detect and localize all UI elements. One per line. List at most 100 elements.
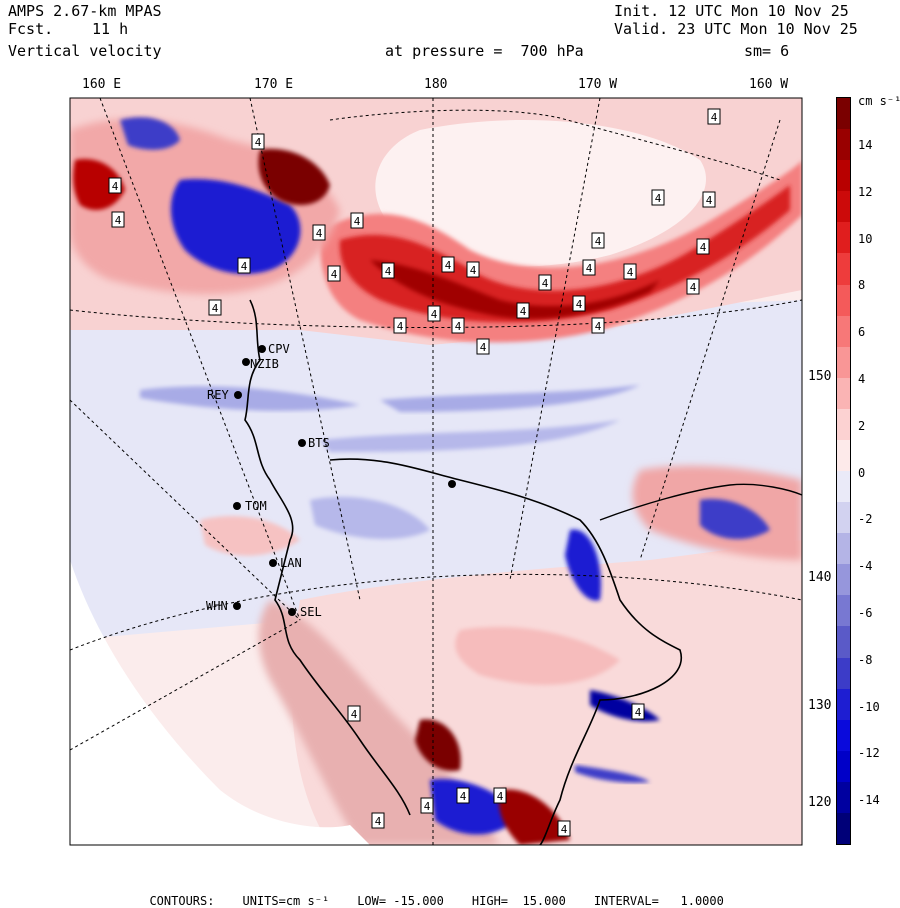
colorbar-segment xyxy=(837,253,850,285)
colorbar-segment xyxy=(837,657,850,690)
forecast-label: Fcst. xyxy=(8,20,54,38)
variable-name: Vertical velocity xyxy=(8,42,162,60)
contour-label-text: 4 xyxy=(455,320,462,333)
colorbar-tick-label: 4 xyxy=(858,372,866,386)
contour-label-text: 4 xyxy=(112,180,119,193)
station-whn: WHN xyxy=(206,599,241,613)
contour-label-text: 4 xyxy=(595,320,602,333)
colorbar-tick-label: -14 xyxy=(858,793,880,808)
updraft-low-1 xyxy=(415,719,461,771)
contour-label: 4 xyxy=(427,305,441,322)
colorbar-segment xyxy=(837,439,850,472)
contour-label: 4 xyxy=(371,812,385,829)
contour-label-text: 4 xyxy=(385,265,392,278)
contour-label-text: 4 xyxy=(520,305,527,318)
contour-label-text: 4 xyxy=(627,266,634,279)
forecast-hours: 11 h xyxy=(92,20,129,38)
colorbar-segment xyxy=(837,408,850,441)
station-label-sel: SEL xyxy=(300,605,322,619)
coastline-east xyxy=(599,483,802,521)
contour-label: 4 xyxy=(466,261,480,278)
contour-label-text: 4 xyxy=(542,277,549,290)
station-label-bts: BTS xyxy=(308,436,330,450)
station-label-nzib: NZIB xyxy=(250,357,279,371)
contour-label: 4 xyxy=(312,224,326,241)
contour-label: 4 xyxy=(237,257,251,274)
contour-label: 4 xyxy=(381,262,395,279)
lon-label-160e: 160 E xyxy=(82,77,122,92)
graticule xyxy=(70,98,802,845)
map-frame xyxy=(69,97,803,846)
blue-patch-1 xyxy=(310,496,430,540)
inner-pale-area xyxy=(375,120,706,267)
contour-label: 4 xyxy=(686,278,700,295)
colorbar-segment xyxy=(837,533,850,565)
contour-label-text: 4 xyxy=(375,815,382,828)
footer-low: LOW= -15.000 xyxy=(357,894,444,908)
contour-label-text: 4 xyxy=(635,706,642,719)
colorbar-segment xyxy=(837,284,850,317)
footer-contours: CONTOURS: xyxy=(149,894,215,908)
model-title: AMPS 2.67-km MPAS xyxy=(8,2,162,20)
contour-label-text: 4 xyxy=(431,308,438,321)
contour-label: 4 xyxy=(476,338,490,355)
colorbar xyxy=(836,97,851,845)
station-label-lan: LAN xyxy=(280,556,302,570)
streak-2 xyxy=(380,385,640,412)
station-nzib: NZIB xyxy=(242,357,279,371)
colorbar-tick-label: 12 xyxy=(858,184,873,199)
colorbar-segment xyxy=(837,781,850,814)
colorbar-segment xyxy=(837,688,850,721)
contour-label-text: 4 xyxy=(497,790,504,803)
red-patch-1 xyxy=(200,516,300,556)
colorbar-segment xyxy=(837,222,850,254)
station-unnamed xyxy=(448,480,456,488)
footer-interval: INTERVAL= 1.0000 xyxy=(593,894,724,908)
colorbar-tick-label: 14 xyxy=(858,138,873,152)
footer-units: UNITS=cm s⁻¹ xyxy=(242,894,330,908)
colorbar-segment xyxy=(837,129,850,161)
colorbar-segment xyxy=(837,750,850,783)
lon-label-180: 180 xyxy=(424,77,448,92)
colorbar-segment xyxy=(837,564,850,596)
no-data-region xyxy=(70,560,370,845)
colorbar-tick-label: -4 xyxy=(858,559,873,574)
station-bts: BTS xyxy=(298,436,330,450)
contour-label: 4 xyxy=(538,274,552,291)
contour-label-text: 4 xyxy=(595,235,602,248)
colorbar-segment xyxy=(837,502,850,534)
contour-label: 4 xyxy=(347,705,361,722)
colorbar-segment xyxy=(837,719,850,752)
colorbar-segment xyxy=(837,377,850,410)
contour-label-text: 4 xyxy=(331,268,338,281)
contour-label: 4 xyxy=(696,238,710,255)
contour-label-text: 4 xyxy=(212,302,219,315)
contour-label: 4 xyxy=(111,211,125,228)
station-sel: SEL xyxy=(288,605,322,619)
contour-label: 4 xyxy=(350,212,364,229)
station-rey: REY xyxy=(207,388,242,402)
contour-label-text: 4 xyxy=(351,708,358,721)
station-label-rey: REY xyxy=(207,388,229,402)
colorbar-tick-label: 6 xyxy=(858,325,866,340)
contour-label-text: 4 xyxy=(700,241,707,254)
contour-label-text: 4 xyxy=(460,790,467,803)
station-lan: LAN xyxy=(269,556,302,570)
contour-label-text: 4 xyxy=(255,136,262,149)
colorbar-segment xyxy=(837,315,850,348)
contour-label: 4 xyxy=(702,191,716,208)
contour-label: 4 xyxy=(493,787,507,804)
map-field: 4 4 4 4 4 4 4 4 4 4 4 4 4 4 4 4 4 4 4 4 4 4 4 4 4 4 4 4 4 4 4 4 4 4 CPV N… xyxy=(70,98,802,845)
colorbar-segment xyxy=(837,160,850,192)
smoothing-value: sm= 6 xyxy=(744,42,790,60)
contour-label-text: 4 xyxy=(354,215,361,228)
colorbar-segment xyxy=(837,812,850,845)
downdraft-top xyxy=(120,117,180,150)
contour-label-text: 4 xyxy=(445,259,452,272)
contour-label-text: 4 xyxy=(690,281,697,294)
contour-label: 4 xyxy=(441,256,455,273)
contour-label-text: 4 xyxy=(316,227,323,240)
lon-label-170e: 170 E xyxy=(254,77,294,92)
lon-label-170w: 170 W xyxy=(578,77,618,92)
